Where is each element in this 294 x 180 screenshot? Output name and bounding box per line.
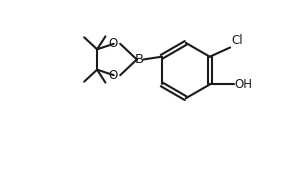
Text: B: B: [135, 53, 144, 66]
Text: OH: OH: [235, 78, 253, 91]
Text: O: O: [108, 69, 117, 82]
Text: Cl: Cl: [231, 33, 243, 47]
Text: O: O: [108, 37, 117, 50]
